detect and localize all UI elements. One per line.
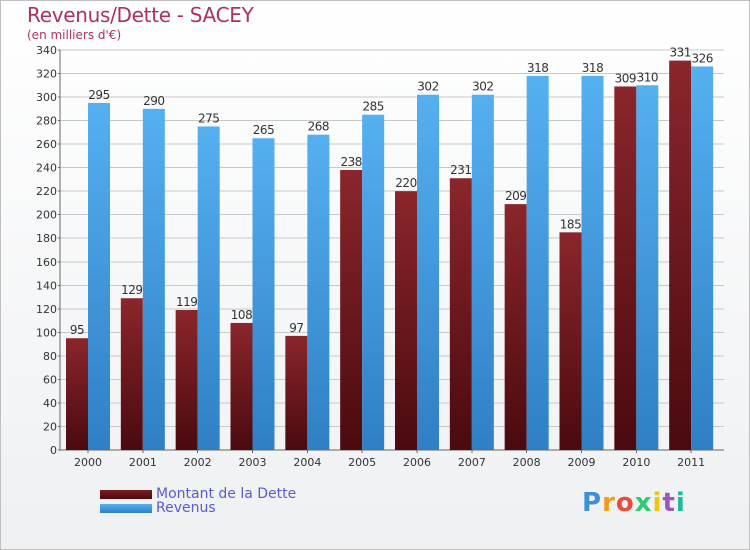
y-tick-label: 280 (36, 115, 57, 128)
x-tick-label: 2010 (622, 456, 650, 469)
bar-debt (395, 191, 417, 451)
data-label: 302 (417, 80, 438, 94)
bar-revenue (417, 94, 439, 451)
legend-label-revenue: Revenus (156, 500, 216, 516)
data-label: 285 (362, 100, 383, 114)
bar-revenue (362, 114, 385, 451)
legend-swatch-debt (100, 489, 152, 499)
legend-item-debt: Montant de la Dette (100, 486, 296, 502)
x-tick-label: 2008 (513, 456, 541, 469)
x-tick-label: 2000 (74, 456, 102, 469)
data-label: 290 (143, 94, 164, 108)
y-tick-label: 260 (36, 138, 57, 151)
data-label: 310 (637, 70, 658, 84)
bar-debt (175, 310, 198, 450)
logo-letter: i (675, 488, 686, 518)
data-label: 185 (560, 217, 581, 231)
bar-debt (449, 178, 472, 450)
y-tick-label: 20 (43, 420, 57, 433)
data-label: 108 (231, 308, 252, 322)
bar-revenue (197, 126, 220, 451)
x-tick-label: 2005 (348, 456, 376, 469)
x-tick-label: 2003 (239, 456, 267, 469)
bar-debt (285, 335, 308, 450)
data-label: 331 (669, 46, 690, 60)
y-tick-label: 160 (36, 256, 57, 269)
data-label: 275 (198, 111, 219, 125)
data-label: 209 (505, 189, 526, 203)
x-tick-label: 2011 (677, 456, 705, 469)
bar-debt (120, 298, 143, 450)
y-tick-label: 0 (50, 444, 57, 457)
x-tick-label: 2001 (129, 456, 157, 469)
y-tick-label: 340 (36, 44, 57, 57)
y-tick-label: 60 (43, 373, 57, 386)
bar-debt (230, 322, 253, 450)
bar-revenue (691, 66, 714, 451)
y-tick-label: 220 (36, 185, 57, 198)
y-tick-label: 300 (36, 91, 57, 104)
bar-debt (559, 232, 582, 450)
y-tick-label: 320 (36, 68, 57, 81)
logo-letter: t (662, 488, 676, 518)
data-label: 97 (289, 321, 303, 335)
bar-debt (66, 338, 88, 450)
data-label: 95 (70, 323, 84, 337)
bar-revenue (581, 75, 604, 450)
data-label: 265 (253, 123, 274, 137)
logo-letter: P (582, 488, 603, 518)
y-tick-label: 80 (43, 350, 57, 363)
data-label: 220 (395, 176, 416, 190)
y-tick-label: 140 (36, 279, 57, 292)
chart-title: Revenus/Dette - SACEY (27, 3, 254, 27)
legend-item-revenue: Revenus (100, 500, 216, 516)
x-tick-label: 2007 (458, 456, 486, 469)
bar-debt (340, 170, 363, 450)
x-tick-label: 2006 (403, 456, 431, 469)
logo-letter: x (634, 488, 653, 518)
bar-revenue (252, 138, 275, 450)
proxiti-logo: Proxiti (582, 488, 686, 518)
bar-revenue (142, 108, 165, 450)
bar-revenue (636, 85, 659, 450)
data-label: 309 (615, 71, 636, 85)
data-label: 302 (472, 80, 493, 94)
data-label: 129 (121, 283, 142, 297)
data-label: 238 (340, 155, 361, 169)
y-tick-label: 200 (36, 209, 57, 222)
bar-revenue (307, 134, 330, 451)
y-tick-label: 40 (43, 397, 57, 410)
data-label: 231 (450, 163, 471, 177)
x-tick-label: 2004 (293, 456, 321, 469)
data-label: 295 (88, 88, 109, 102)
bar-revenue (526, 75, 549, 450)
bar-debt (614, 86, 637, 451)
y-tick-label: 120 (36, 303, 57, 316)
logo-letter: i (652, 488, 663, 518)
data-label: 318 (527, 61, 548, 75)
x-tick-label: 2009 (568, 456, 596, 469)
bar-debt (669, 60, 692, 451)
y-tick-label: 240 (36, 162, 57, 175)
legend-label-debt: Montant de la Dette (156, 486, 297, 502)
logo-letter: o (615, 488, 635, 518)
data-label: 326 (691, 51, 712, 65)
data-label: 268 (308, 120, 329, 134)
chart-subtitle: (en milliers d'€) (27, 28, 122, 42)
x-tick-label: 2002 (184, 456, 212, 469)
y-tick-label: 180 (36, 232, 57, 245)
bar-debt (504, 204, 527, 450)
data-label: 119 (176, 295, 197, 309)
legend-swatch-revenue (100, 503, 152, 513)
bar-revenue (471, 94, 494, 451)
y-tick-label: 100 (36, 326, 57, 339)
logo-letter: r (602, 488, 616, 518)
data-label: 318 (582, 61, 603, 75)
bar-revenue (88, 102, 110, 451)
